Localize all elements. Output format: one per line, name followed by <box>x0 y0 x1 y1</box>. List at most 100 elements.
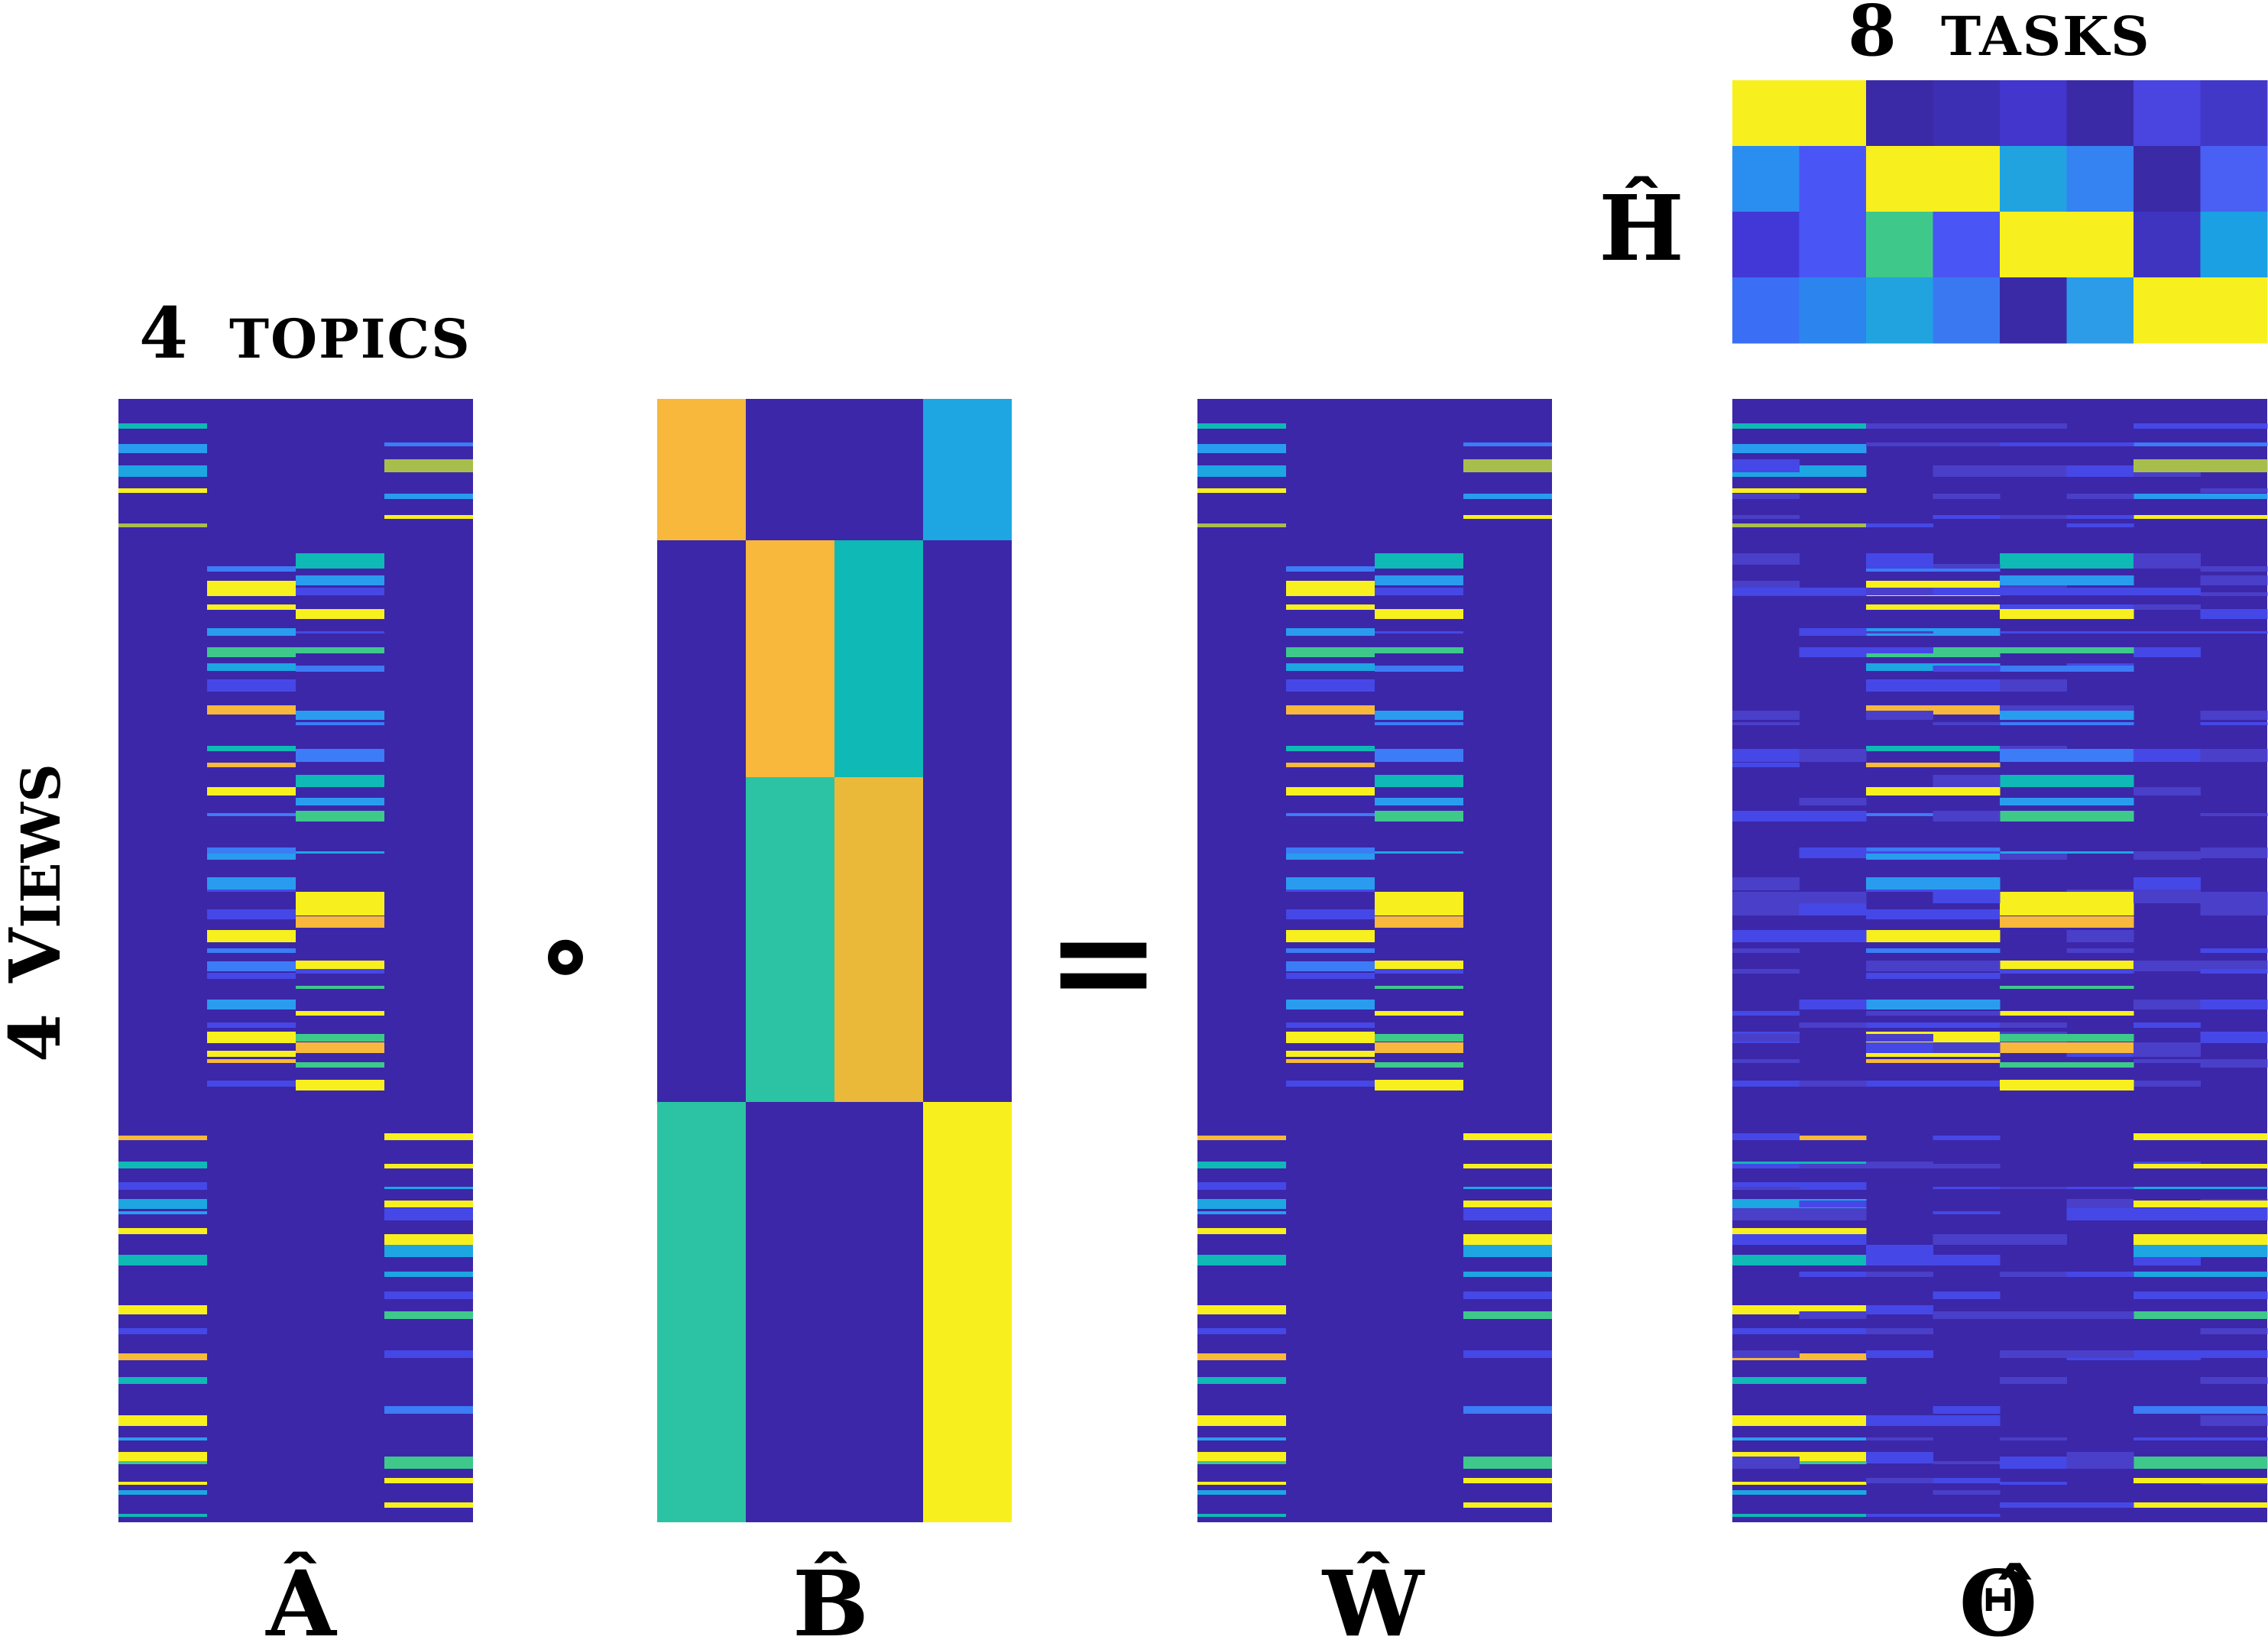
matrix-theta-cell <box>2000 746 2067 751</box>
matrix-w-cell <box>1286 746 1375 751</box>
matrix-theta-cell <box>1933 961 2001 971</box>
matrix-theta-cell <box>2134 442 2201 446</box>
matrix-theta-cell <box>2134 1081 2201 1087</box>
matrix-a-cell <box>118 444 207 453</box>
matrix-theta-cell <box>1799 444 1867 453</box>
matrix-theta-cell <box>2200 1164 2268 1168</box>
matrix-theta-cell <box>2134 459 2201 472</box>
matrix-a-cell <box>296 969 384 974</box>
matrix-theta-cell <box>1933 1164 2001 1168</box>
matrix-a-cell <box>384 1350 473 1358</box>
matrix-w-cell <box>1286 763 1375 767</box>
matrix-theta-cell <box>1933 666 2001 672</box>
matrix-b-block <box>746 540 834 777</box>
matrix-theta-cell <box>1933 1291 2001 1299</box>
matrix-theta-cell <box>1799 647 1867 657</box>
matrix-theta-cell <box>2134 1502 2201 1508</box>
matrix-theta-cell <box>2066 892 2134 903</box>
matrix-theta-cell <box>1732 1482 1800 1485</box>
matrix-theta-heatmap <box>1732 399 2268 1522</box>
matrix-theta-cell <box>1732 1199 1800 1209</box>
matrix-theta-cell <box>2000 903 2067 915</box>
matrix-theta-cell <box>1866 1514 1933 1517</box>
matrix-h-cell <box>2200 80 2268 147</box>
matrix-theta-cell <box>1866 1034 1933 1042</box>
matrix-theta-cell <box>2200 1059 2268 1063</box>
matrix-theta-cell <box>2134 1059 2201 1063</box>
matrix-theta-cell <box>1732 1182 1800 1190</box>
matrix-theta-cell <box>1799 1255 1867 1265</box>
matrix-theta-cell <box>1866 588 1933 595</box>
matrix-theta-cell <box>1866 813 1933 816</box>
matrix-theta-cell <box>1866 1081 1933 1087</box>
matrix-theta-cell <box>1933 1051 2001 1057</box>
matrix-w-cell <box>1375 553 1463 565</box>
matrix-theta-cell <box>2000 1502 2067 1508</box>
matrix-w-cell <box>1197 1255 1286 1265</box>
matrix-w-cell <box>1286 679 1375 692</box>
matrix-theta-cell <box>1866 851 1933 854</box>
matrix-b-block <box>834 540 923 777</box>
matrix-w-cell <box>1197 1328 1286 1334</box>
matrix-a-cell <box>384 459 473 472</box>
matrix-a-cell <box>118 1211 207 1214</box>
matrix-a-cell <box>118 523 207 527</box>
matrix-h-cell <box>2200 146 2268 212</box>
topics-word: TOPICS <box>229 307 471 371</box>
matrix-a-cell <box>384 1201 473 1207</box>
matrix-theta-cell <box>2134 890 2201 892</box>
matrix-a-cell <box>384 1164 473 1168</box>
matrix-theta-cell <box>1732 423 1800 429</box>
matrix-theta-cell <box>2134 787 2201 796</box>
matrix-theta-cell <box>1866 523 1933 527</box>
matrix-a-cell <box>296 553 384 565</box>
matrix-theta-cell <box>1799 1000 1867 1009</box>
matrix-theta-cell <box>1866 746 1933 751</box>
matrix-theta-cell <box>1933 564 2001 569</box>
matrix-theta-cell <box>1933 1255 2001 1265</box>
matrix-theta-cell <box>2134 1255 2201 1265</box>
matrix-theta-cell <box>2066 666 2134 672</box>
matrix-theta-cell <box>1799 588 1867 595</box>
matrix-h-cell <box>2066 80 2134 147</box>
matrix-theta-cell <box>2000 854 2067 860</box>
matrix-theta-cell <box>1732 515 1800 519</box>
matrix-theta-cell <box>1866 711 1933 720</box>
matrix-a-cell <box>118 1228 207 1234</box>
matrix-theta-cell <box>2134 851 2201 854</box>
matrix-a-cell <box>207 647 296 657</box>
matrix-w-cell <box>1197 1162 1286 1168</box>
matrix-w-cell <box>1197 488 1286 493</box>
matrix-theta-cell <box>2066 1011 2134 1016</box>
matrix-a-cell <box>384 1245 473 1257</box>
matrix-theta-cell <box>1933 515 2001 519</box>
matrix-theta-cell <box>2134 423 2201 429</box>
matrix-theta-cell <box>1866 1059 1933 1063</box>
matrix-theta-cell <box>2200 1437 2268 1440</box>
matrix-theta-cell <box>1866 1305 1933 1314</box>
matrix-theta-cell <box>1799 1514 1867 1517</box>
matrix-theta-cell <box>1933 1211 2001 1214</box>
matrix-theta-cell <box>2134 631 2201 634</box>
matrix-theta-cell <box>1933 787 2001 796</box>
matrix-theta-cell <box>2134 494 2201 499</box>
matrix-h-cell <box>1732 80 1800 147</box>
matrix-a-cell <box>384 1272 473 1277</box>
matrix-theta-cell <box>1732 1415 1800 1426</box>
matrix-theta-cell <box>2066 851 2134 854</box>
matrix-theta-cell <box>1933 763 2001 767</box>
matrix-theta-cell <box>1799 1311 1867 1319</box>
matrix-a-cell <box>384 1234 473 1245</box>
matrix-w-cell <box>1463 1164 1552 1168</box>
matrix-theta-cell <box>1933 1234 2001 1245</box>
matrix-a-cell <box>207 566 296 572</box>
matrix-theta-cell <box>2200 566 2268 572</box>
matrix-theta-cell <box>2066 647 2134 653</box>
matrix-a-cell <box>296 564 384 569</box>
matrix-h-cell <box>1732 277 1800 344</box>
matrix-a-cell <box>384 494 473 499</box>
matrix-w-cell <box>1197 1482 1286 1485</box>
matrix-theta-cell <box>2066 890 2134 892</box>
matrix-theta-cell <box>2000 892 2067 903</box>
matrix-w-cell <box>1286 877 1375 890</box>
